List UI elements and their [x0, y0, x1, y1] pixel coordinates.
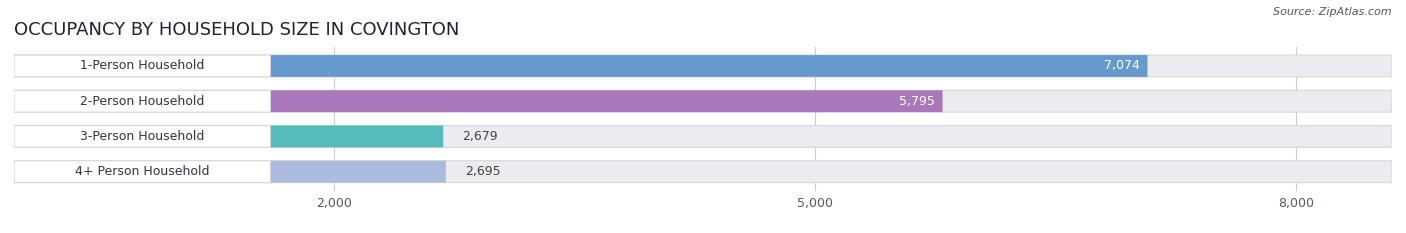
FancyBboxPatch shape [14, 90, 270, 112]
Text: 3-Person Household: 3-Person Household [80, 130, 204, 143]
FancyBboxPatch shape [14, 90, 1392, 112]
FancyBboxPatch shape [14, 126, 443, 147]
FancyBboxPatch shape [14, 55, 1392, 77]
FancyBboxPatch shape [14, 126, 1392, 147]
FancyBboxPatch shape [14, 55, 1147, 77]
Text: 4+ Person Household: 4+ Person Household [75, 165, 209, 178]
FancyBboxPatch shape [14, 55, 270, 77]
Text: 7,074: 7,074 [1104, 59, 1139, 72]
FancyBboxPatch shape [14, 161, 270, 183]
FancyBboxPatch shape [14, 90, 942, 112]
FancyBboxPatch shape [14, 161, 446, 183]
FancyBboxPatch shape [14, 161, 1392, 183]
Text: 1-Person Household: 1-Person Household [80, 59, 204, 72]
Text: 5,795: 5,795 [898, 95, 935, 108]
Text: OCCUPANCY BY HOUSEHOLD SIZE IN COVINGTON: OCCUPANCY BY HOUSEHOLD SIZE IN COVINGTON [14, 21, 460, 39]
FancyBboxPatch shape [14, 126, 270, 147]
Text: Source: ZipAtlas.com: Source: ZipAtlas.com [1274, 7, 1392, 17]
Text: 2,695: 2,695 [465, 165, 501, 178]
Text: 2,679: 2,679 [463, 130, 498, 143]
Text: 2-Person Household: 2-Person Household [80, 95, 204, 108]
